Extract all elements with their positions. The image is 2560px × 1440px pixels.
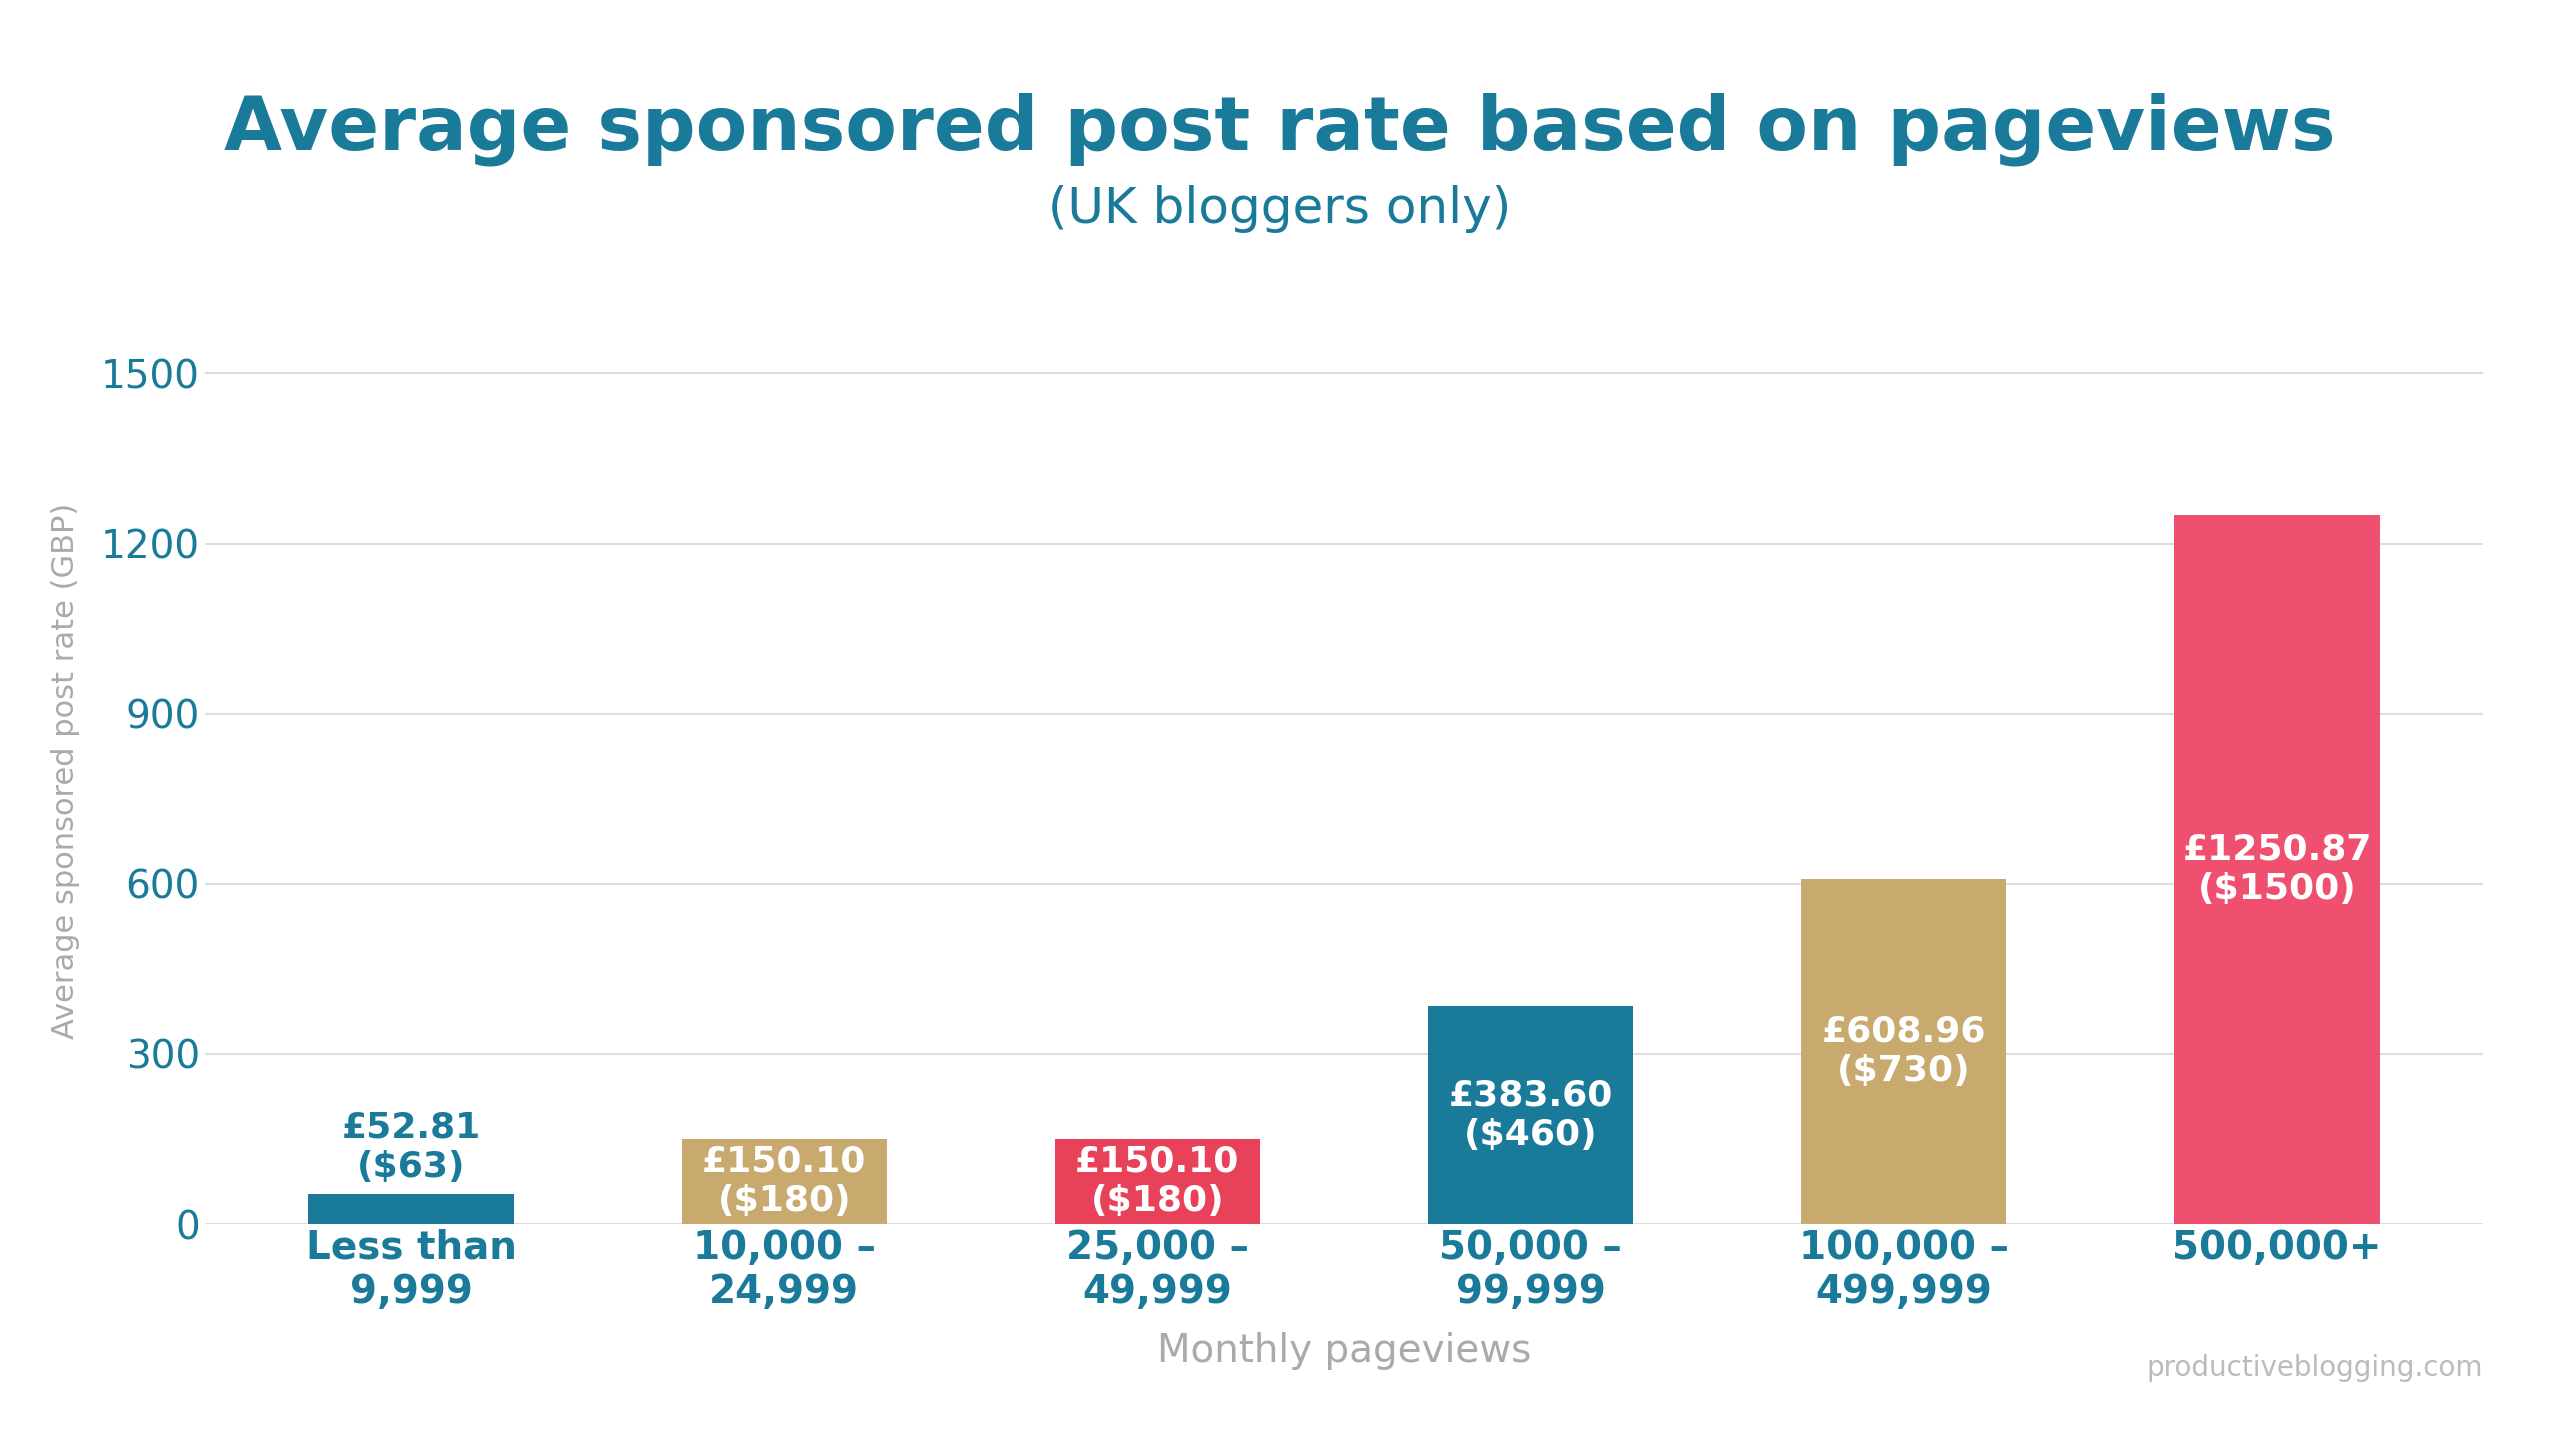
Text: £1250.87
($1500): £1250.87 ($1500) (2181, 832, 2371, 906)
Text: £383.60
($460): £383.60 ($460) (1449, 1079, 1613, 1152)
Y-axis label: Average sponsored post rate (GBP): Average sponsored post rate (GBP) (51, 503, 79, 1038)
Text: £608.96
($730): £608.96 ($730) (1823, 1015, 1987, 1089)
Bar (307, 1194, 515, 1224)
X-axis label: Monthly pageviews: Monthly pageviews (1157, 1332, 1531, 1369)
Text: productiveblogging.com: productiveblogging.com (2148, 1355, 2483, 1382)
Text: £150.10
($180): £150.10 ($180) (1075, 1145, 1239, 1218)
Bar (1428, 1007, 1633, 1224)
Text: £150.10
($180): £150.10 ($180) (701, 1145, 865, 1218)
Bar (1055, 1139, 1260, 1224)
Bar (681, 1139, 886, 1224)
Text: (UK bloggers only): (UK bloggers only) (1050, 184, 1510, 233)
Bar (2173, 514, 2381, 1224)
Bar (1802, 878, 2007, 1224)
Text: Average sponsored post rate based on pageviews: Average sponsored post rate based on pag… (225, 92, 2335, 167)
Text: £52.81
($63): £52.81 ($63) (340, 1110, 481, 1184)
